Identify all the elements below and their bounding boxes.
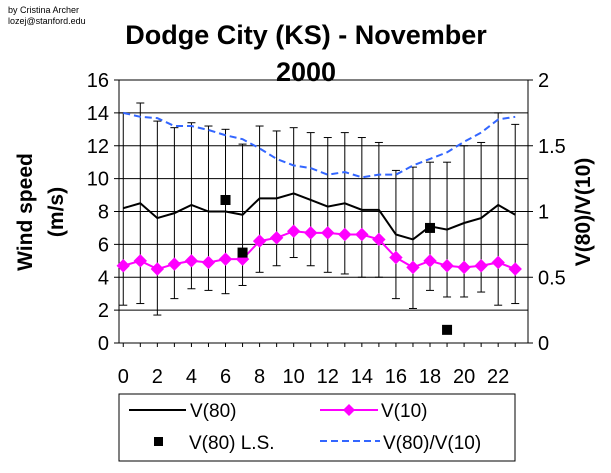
- legend-swatch-ls: [154, 437, 163, 446]
- v10-diamond-marker: [474, 259, 488, 273]
- v10-diamond-marker: [286, 224, 301, 238]
- x-tick-label: 6: [220, 366, 231, 388]
- y-tick-label: 2: [98, 300, 109, 322]
- v10-diamond-marker: [269, 231, 284, 245]
- ls-square-marker: [237, 247, 248, 258]
- v10-diamond-marker: [167, 257, 182, 271]
- x-tick-label: 0: [118, 366, 129, 388]
- series-line-ratio: [123, 111, 516, 179]
- v10-diamond-marker: [150, 262, 165, 276]
- v10-diamond-marker: [338, 227, 352, 242]
- v10-diamond-marker: [406, 260, 420, 275]
- x-tick-label: 18: [419, 366, 441, 388]
- legend-label-ls: V(80) L.S.: [189, 433, 275, 454]
- legend-label-ratio: V(80)/V(10): [383, 433, 481, 454]
- legend-label-v10: V(10): [381, 401, 427, 422]
- x-tick-label: 22: [487, 366, 509, 388]
- y2-tick-label: 1: [538, 202, 549, 224]
- v10-diamond-marker: [508, 262, 522, 276]
- x-tick-label: 2: [152, 366, 163, 388]
- legend-box: [118, 393, 516, 462]
- x-tick-label: 16: [385, 366, 407, 388]
- y-axis-label-line2: (m/s): [45, 187, 68, 237]
- y2-tick-label: 0.5: [538, 267, 566, 289]
- v10-diamond-marker: [423, 254, 437, 268]
- v10-diamond-marker: [252, 234, 267, 248]
- legend-label-v80: V(80): [190, 401, 236, 422]
- v10-diamond-marker: [184, 254, 199, 268]
- y-tick-label: 8: [98, 202, 109, 224]
- v10-diamond-marker: [372, 232, 386, 247]
- ls-square-marker: [220, 194, 231, 205]
- y-tick-label: 6: [98, 234, 109, 256]
- series-line-v80: [122, 192, 516, 241]
- legend-swatch-v10-marker: [343, 404, 355, 416]
- y-tick-label: 0: [98, 333, 109, 355]
- v10-diamond-marker: [304, 226, 318, 240]
- v10-diamond-marker: [440, 259, 454, 273]
- x-tick-label: 12: [317, 366, 339, 388]
- v10-diamond-marker: [133, 254, 148, 268]
- legend: V(80) V(10) V(80) L.S. V(80)/V(10): [118, 393, 516, 462]
- y-tick-label: 4: [98, 267, 109, 289]
- ls-square-marker: [442, 324, 453, 335]
- v10-diamond-marker: [201, 255, 216, 270]
- y2-tick-label: 1.5: [538, 136, 566, 158]
- v10-diamond-marker: [116, 259, 130, 273]
- x-tick-label: 14: [351, 366, 373, 388]
- y-tick-label: 10: [87, 169, 109, 191]
- chart-title-line2: 2000: [276, 57, 336, 87]
- v10-diamond-marker: [491, 255, 505, 270]
- v10-diamond-marker: [457, 260, 471, 275]
- y-axis-label-line1: Wind speed: [14, 153, 37, 271]
- credit-email: lozej@stanford.edu: [8, 16, 86, 26]
- x-tick-label: 10: [283, 366, 305, 388]
- y-tick-label: 16: [87, 70, 109, 92]
- series-line-v10: [122, 230, 516, 271]
- x-tick-label: 8: [254, 366, 265, 388]
- x-tick-label: 20: [453, 366, 475, 388]
- x-tick-label: 4: [186, 366, 197, 388]
- ls-square-marker: [425, 222, 436, 233]
- y2-tick-label: 0: [538, 333, 549, 355]
- v10-diamond-marker: [389, 250, 403, 265]
- y-tick-label: 12: [87, 136, 109, 158]
- chart-title-line1: Dodge City (KS) - November: [125, 20, 487, 50]
- y-tick-label: 14: [87, 103, 109, 125]
- credit-author: by Cristina Archer: [8, 5, 79, 15]
- v10-diamond-marker: [218, 252, 233, 266]
- v10-diamond-marker: [321, 226, 335, 240]
- v10-diamond-marker: [355, 227, 369, 242]
- y2-tick-label: 2: [538, 70, 549, 92]
- y2-axis-label: V(80)/V(10): [572, 158, 595, 267]
